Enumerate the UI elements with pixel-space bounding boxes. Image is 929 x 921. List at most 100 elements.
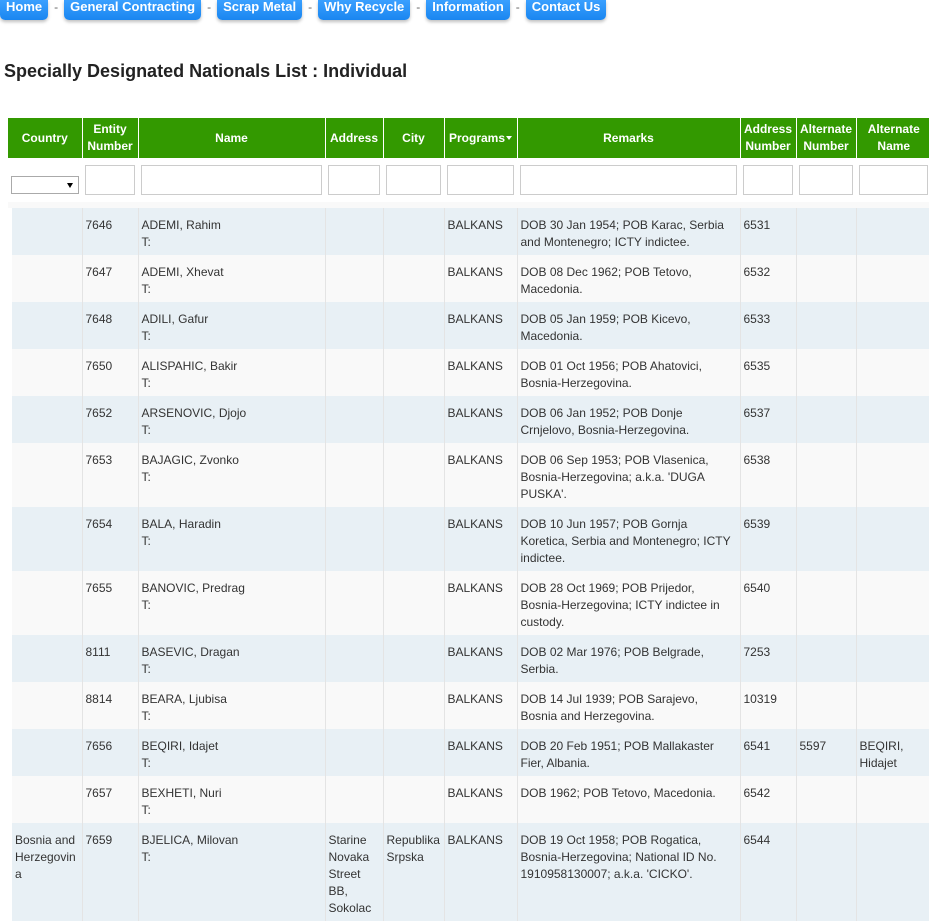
address-number-filter-input[interactable]	[743, 165, 793, 195]
remarks-cell: DOB 08 Dec 1962; POB Tetovo, Macedonia.	[517, 255, 741, 302]
programs-cell: BALKANS	[444, 507, 518, 571]
nav-general-contracting-button[interactable]: General Contracting	[64, 0, 202, 20]
country-cell: Bosnia and Herzegovina	[4, 823, 83, 921]
filter-alt-number-cell	[796, 158, 856, 202]
remarks-filter-input[interactable]	[520, 165, 737, 195]
programs-filter-input[interactable]	[447, 165, 514, 195]
person-name: ADEMI, Xhevat	[141, 265, 224, 279]
nav-information-button[interactable]: Information	[426, 0, 510, 20]
entity-number-cell: 7647	[82, 255, 139, 302]
country-cell	[4, 349, 83, 396]
nav-contact-us-button[interactable]: Contact Us	[525, 0, 607, 20]
city-filter-input[interactable]	[386, 165, 441, 195]
alternate-name-cell	[856, 208, 929, 255]
programs-cell: BALKANS	[444, 776, 518, 823]
col-city[interactable]: City	[383, 118, 445, 158]
alternate-name-cell	[856, 349, 929, 396]
filter-programs-cell	[444, 158, 517, 202]
country-cell	[4, 776, 83, 823]
col-country[interactable]: Country	[8, 118, 83, 158]
remarks-cell: DOB 1962; POB Tetovo, Macedonia.	[517, 776, 741, 823]
entity-type: T:	[141, 423, 151, 437]
address-cell	[325, 682, 384, 729]
filter-address-cell	[325, 158, 383, 202]
name-cell: ADEMI, Xhevat T:	[138, 255, 326, 302]
col-remarks[interactable]: Remarks	[517, 118, 741, 158]
nav-separator: -	[308, 0, 313, 14]
address-number-cell: 6538	[740, 443, 797, 507]
alternate-number-cell	[796, 823, 857, 921]
entity-type: T:	[141, 534, 151, 548]
col-alternate-name[interactable]: Alternate Name	[856, 118, 929, 158]
city-cell	[383, 776, 445, 823]
address-cell	[325, 349, 384, 396]
table-row: 7652 ARSENOVIC, Djojo T: BALKANS DOB 06 Jan …	[4, 396, 929, 443]
programs-cell: BALKANS	[444, 571, 518, 635]
entity-type: T:	[141, 709, 151, 723]
person-name: ALISPAHIC, Bakir	[141, 359, 238, 373]
alternate-name-cell	[856, 682, 929, 729]
alternate-number-filter-input[interactable]	[799, 165, 853, 195]
entity-type: T:	[141, 329, 151, 343]
address-number-cell: 6541	[740, 729, 797, 776]
country-cell	[4, 729, 83, 776]
table-row: 8111 BASEVIC, Dragan T: BALKANS DOB 02 Mar 1…	[4, 635, 929, 682]
table-row: 7647 ADEMI, Xhevat T: BALKANS DOB 08 Dec 196…	[4, 255, 929, 302]
country-cell	[4, 396, 83, 443]
entity-number-cell: 7650	[82, 349, 139, 396]
col-programs[interactable]: Programs	[444, 118, 518, 158]
programs-cell: BALKANS	[444, 635, 518, 682]
entity-type: T:	[141, 850, 151, 864]
entity-number-cell: 7657	[82, 776, 139, 823]
spacer-cell	[8, 202, 929, 208]
entity-type: T:	[141, 282, 151, 296]
city-cell	[383, 208, 445, 255]
address-cell	[325, 776, 384, 823]
alternate-name-filter-input[interactable]	[859, 165, 928, 195]
table-row: Bosnia and Herzegovina 7659 BJELICA, Milov…	[4, 823, 929, 921]
person-name: BJELICA, Milovan	[141, 833, 239, 847]
address-cell	[325, 635, 384, 682]
alternate-number-cell	[796, 443, 857, 507]
alternate-number-cell	[796, 208, 857, 255]
table-row: 7655 BANOVIC, Predrag T: BALKANS DOB 28 Oct …	[4, 571, 929, 635]
city-cell	[383, 443, 445, 507]
alternate-number-cell: 5597	[796, 729, 857, 776]
col-name[interactable]: Name	[138, 118, 326, 158]
address-number-cell: 6531	[740, 208, 797, 255]
country-cell	[4, 443, 83, 507]
col-entity-number[interactable]: Entity Number	[82, 118, 139, 158]
city-cell: Republika Srpska	[383, 823, 445, 921]
nav-scrap-metal-button[interactable]: Scrap Metal	[217, 0, 303, 20]
nav-home-button[interactable]: Home	[0, 0, 49, 20]
alternate-name-cell	[856, 507, 929, 571]
table-row: 8814 BEARA, Ljubisa T: BALKANS DOB 14 Jul 19…	[4, 682, 929, 729]
country-cell	[4, 255, 83, 302]
name-cell: BEQIRI, Idajet T:	[138, 729, 326, 776]
remarks-cell: DOB 01 Oct 1956; POB Ahatovici, Bosnia-H…	[517, 349, 741, 396]
table-row: 7657 BEXHETI, Nuri T: BALKANS DOB 1962; POB …	[4, 776, 929, 823]
name-filter-input[interactable]	[141, 165, 322, 195]
col-alternate-number[interactable]: Alternate Number	[796, 118, 857, 158]
programs-cell: BALKANS	[444, 208, 518, 255]
filter-name-cell	[138, 158, 325, 202]
remarks-cell: DOB 06 Jan 1952; POB Donje Crnjelovo, Bo…	[517, 396, 741, 443]
entity-number-cell: 8814	[82, 682, 139, 729]
remarks-cell: DOB 05 Jan 1959; POB Kicevo, Macedonia.	[517, 302, 741, 349]
city-cell	[383, 682, 445, 729]
filter-city-cell	[383, 158, 444, 202]
address-cell	[325, 443, 384, 507]
col-address-number[interactable]: Address Number	[740, 118, 797, 158]
address-filter-input[interactable]	[328, 165, 380, 195]
table-row: 7654 BALA, Haradin T: BALKANS DOB 10 Jun 195…	[4, 507, 929, 571]
person-name: ARSENOVIC, Djojo	[141, 406, 247, 420]
entity-number-cell: 7659	[82, 823, 139, 921]
entity-number-filter-input[interactable]	[85, 165, 135, 195]
address-number-cell: 10319	[740, 682, 797, 729]
nav-why-recycle-button[interactable]: Why Recycle	[318, 0, 411, 20]
entity-type: T:	[141, 756, 151, 770]
col-address[interactable]: Address	[325, 118, 384, 158]
programs-cell: BALKANS	[444, 302, 518, 349]
country-filter-select[interactable]	[11, 176, 79, 194]
page-title: Specially Designated Nationals List : In…	[4, 61, 408, 81]
